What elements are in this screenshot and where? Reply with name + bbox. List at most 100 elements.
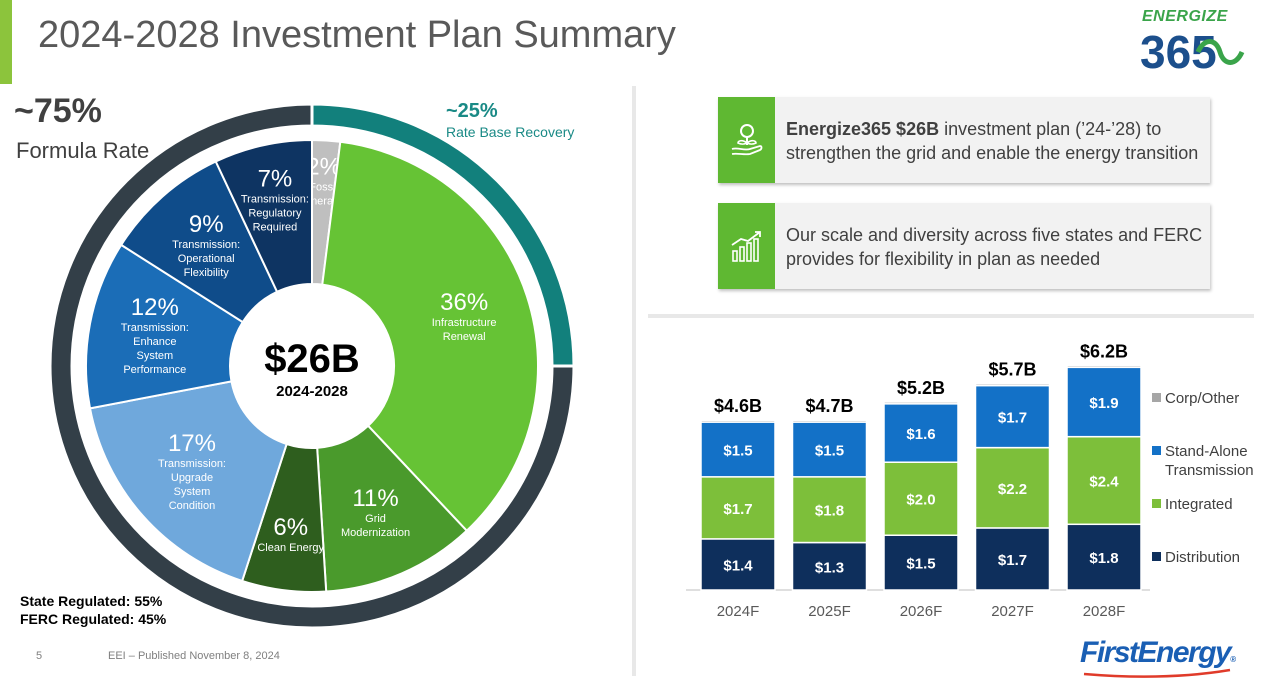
card-investment-plan: Energize365 $26B investment plan (’24-’2…	[718, 97, 1210, 183]
firstenergy-swoosh	[1083, 668, 1231, 678]
energize365-logo: ENERGIZE 365	[1138, 6, 1248, 76]
logo-365-mark: 365	[1140, 26, 1245, 76]
page-number: 5	[36, 650, 43, 662]
slice-label-transmission-enhance-system-performance: Transmission:	[121, 322, 189, 334]
slice-pct-infrastructure-renewal: 36%	[440, 289, 488, 316]
bar-corp-other-2025f	[791, 419, 868, 423]
bar-total-2028f: $6.2B	[1080, 341, 1128, 361]
center-value: $26B	[264, 337, 360, 381]
bar-value-distribution-2028f: $1.8	[1089, 550, 1118, 567]
bar-value-integrated-2028f: $2.4	[1089, 473, 1119, 490]
bar-value-integrated-2026f: $2.0	[906, 492, 935, 509]
formula-rate-pct: ~75%	[14, 92, 102, 130]
vertical-divider	[632, 86, 636, 676]
slice-label-transmission-upgrade-system-condition: Upgrade	[171, 472, 213, 484]
bar-distribution-2028f	[1066, 523, 1142, 591]
category-label-2024f: 2024F	[717, 603, 760, 620]
outer-ring-formula-rate	[48, 102, 576, 630]
bar-integrated-2027f	[974, 446, 1051, 529]
bar-integrated-2025f	[791, 476, 868, 544]
ferc-regulated: FERC Regulated: 45%	[20, 611, 167, 627]
slice-pct-transmission-operational-flexibility: 9%	[189, 211, 224, 238]
slice-label-transmission-upgrade-system-condition: Condition	[169, 500, 215, 512]
card-scale-diversity: Our scale and diversity across five stat…	[718, 203, 1210, 289]
bar-value-stand-alone-transmission-2027f: $1.7	[998, 410, 1027, 427]
slice-label-transmission-operational-flexibility: Flexibility	[184, 267, 230, 279]
slice-label-fossil-generation: Fossil	[309, 182, 338, 194]
bar-value-distribution-2025f: $1.3	[815, 559, 844, 576]
category-label-2027f: 2027F	[991, 603, 1034, 620]
slice-label-transmission-regulatory-required: Transmission:	[241, 193, 309, 205]
slice-label-transmission-enhance-system-performance: Enhance	[133, 336, 176, 348]
logo-word: ENERGIZE	[1142, 8, 1228, 25]
center-years: 2024-2028	[276, 383, 348, 400]
legend-label-integrated: Integrated	[1165, 496, 1233, 513]
slice-label-transmission-operational-flexibility: Operational	[178, 253, 235, 265]
regulation-notes: State Regulated: 55% FERC Regulated: 45%	[20, 592, 166, 628]
bar-total-2027f: $5.7B	[988, 360, 1036, 380]
bar-stand-alone-transmission-2027f	[974, 384, 1051, 449]
card-scale-text: Our scale and diversity across five stat…	[786, 225, 1203, 269]
legend-swatch-corp-other	[1152, 393, 1161, 402]
legend-swatch-stand-alone-transmission	[1152, 446, 1161, 455]
legend-swatch-integrated	[1152, 499, 1161, 508]
bar-value-distribution-2027f: $1.7	[998, 552, 1027, 569]
legend-label-stand-alone-transmission: Stand-Alone	[1165, 443, 1248, 460]
slice-label-transmission-enhance-system-performance: System	[136, 350, 173, 362]
bar-value-stand-alone-transmission-2028f: $1.9	[1089, 395, 1118, 412]
bar-distribution-2024f	[700, 538, 776, 591]
bar-value-distribution-2024f: $1.4	[723, 557, 753, 574]
bar-total-2026f: $5.2B	[897, 378, 945, 398]
slice-pct-transmission-upgrade-system-condition: 17%	[168, 430, 216, 457]
slice-label-infrastructure-renewal: Infrastructure	[432, 317, 497, 329]
donut-center	[230, 284, 394, 448]
slice-label-grid-modernization: Modernization	[341, 527, 410, 539]
legend-label-distribution: Distribution	[1165, 549, 1240, 566]
category-label-2025f: 2025F	[808, 603, 851, 620]
bar-stand-alone-transmission-2024f	[700, 421, 776, 478]
slice-label-transmission-upgrade-system-condition: Transmission:	[158, 458, 226, 470]
bar-distribution-2027f	[974, 527, 1051, 591]
bar-stand-alone-transmission-2028f	[1066, 366, 1142, 438]
slice-pct-transmission-regulatory-required: 7%	[258, 165, 293, 192]
growth-chart-icon	[718, 203, 775, 289]
bar-total-2025f: $4.7B	[805, 396, 853, 416]
footer: 5 EEI – Published November 8, 2024	[36, 650, 280, 662]
legend-swatch-distribution	[1152, 552, 1161, 561]
category-label-2026f: 2026F	[900, 603, 943, 620]
bar-value-integrated-2027f: $2.2	[998, 481, 1027, 498]
slice-label-transmission-upgrade-system-condition: System	[174, 486, 211, 498]
bar-integrated-2026f	[883, 461, 959, 536]
slice-label-grid-modernization: Grid	[365, 513, 386, 525]
bar-integrated-2024f	[700, 476, 776, 540]
bar-value-stand-alone-transmission-2025f: $1.5	[815, 442, 844, 459]
bar-corp-other-2027f	[974, 382, 1051, 387]
money-plant-icon	[718, 97, 775, 183]
bar-value-integrated-2025f: $1.8	[815, 503, 844, 520]
legend-label-corp-other: Corp/Other	[1165, 390, 1239, 407]
bar-value-stand-alone-transmission-2026f: $1.6	[906, 426, 935, 443]
state-regulated: State Regulated: 55%	[20, 593, 163, 609]
legend-label-stand-alone-transmission-line2: Transmission	[1165, 462, 1254, 479]
bar-stand-alone-transmission-2026f	[883, 403, 959, 463]
firstenergy-logo: FirstEnergy®	[1080, 636, 1236, 669]
bar-corp-other-2028f	[1066, 364, 1142, 369]
formula-rate-label: Formula Rate	[16, 138, 150, 163]
bar-integrated-2028f	[1066, 435, 1142, 526]
bar-value-distribution-2026f: $1.5	[906, 556, 935, 573]
accent-bar	[0, 0, 12, 84]
page-title: 2024-2028 Investment Plan Summary	[38, 14, 676, 56]
card-investment-text: Energize365 $26B investment plan (’24-’2…	[786, 119, 1199, 163]
bar-distribution-2025f	[791, 541, 868, 591]
bar-value-stand-alone-transmission-2024f: $1.5	[723, 442, 752, 459]
bar-total-2024f: $4.6B	[714, 396, 762, 416]
footer-source: EEI – Published November 8, 2024	[108, 650, 280, 662]
slice-label-clean-energy: Clean Energy	[257, 542, 324, 554]
bar-corp-other-2024f	[700, 419, 776, 423]
bar-stand-alone-transmission-2025f	[791, 421, 868, 478]
bar-value-integrated-2024f: $1.7	[723, 501, 752, 518]
slice-pct-clean-energy: 6%	[273, 514, 308, 541]
slice-pct-grid-modernization: 11%	[352, 485, 398, 512]
slice-label-transmission-regulatory-required: Regulatory	[248, 207, 302, 219]
slice-label-transmission-regulatory-required: Required	[253, 221, 298, 233]
